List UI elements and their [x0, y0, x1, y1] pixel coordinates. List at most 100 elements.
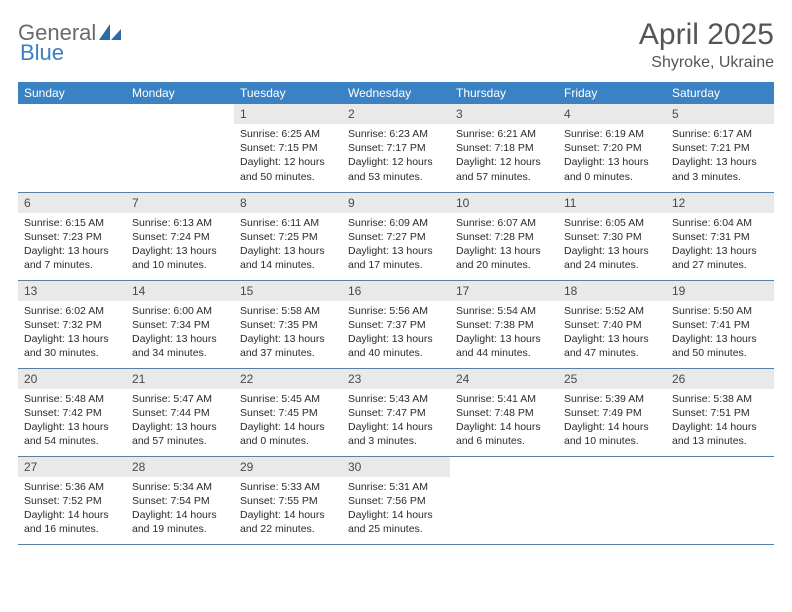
day-cell: 8Sunrise: 6:11 AMSunset: 7:25 PMDaylight…	[234, 192, 342, 280]
day-cell: 23Sunrise: 5:43 AMSunset: 7:47 PMDayligh…	[342, 368, 450, 456]
dow-wednesday: Wednesday	[342, 82, 450, 104]
day-details: Sunrise: 5:52 AMSunset: 7:40 PMDaylight:…	[558, 301, 666, 365]
day-number: 16	[342, 281, 450, 301]
day-number: 22	[234, 369, 342, 389]
day-number: 26	[666, 369, 774, 389]
day-cell	[126, 104, 234, 192]
logo-word-2: Blue	[20, 40, 64, 66]
page-header: General April 2025 Shyroke, Ukraine	[18, 18, 774, 72]
day-number: 3	[450, 104, 558, 124]
day-cell: 27Sunrise: 5:36 AMSunset: 7:52 PMDayligh…	[18, 456, 126, 544]
day-cell: 19Sunrise: 5:50 AMSunset: 7:41 PMDayligh…	[666, 280, 774, 368]
calendar-page: General April 2025 Shyroke, Ukraine Blue…	[0, 0, 792, 555]
day-number: 23	[342, 369, 450, 389]
weekday-header-row: Sunday Monday Tuesday Wednesday Thursday…	[18, 82, 774, 104]
week-row: 27Sunrise: 5:36 AMSunset: 7:52 PMDayligh…	[18, 456, 774, 544]
day-details: Sunrise: 6:11 AMSunset: 7:25 PMDaylight:…	[234, 213, 342, 277]
day-details: Sunrise: 6:07 AMSunset: 7:28 PMDaylight:…	[450, 213, 558, 277]
day-cell: 29Sunrise: 5:33 AMSunset: 7:55 PMDayligh…	[234, 456, 342, 544]
day-number: 29	[234, 457, 342, 477]
day-details: Sunrise: 5:48 AMSunset: 7:42 PMDaylight:…	[18, 389, 126, 453]
day-number: 6	[18, 193, 126, 213]
dow-sunday: Sunday	[18, 82, 126, 104]
dow-tuesday: Tuesday	[234, 82, 342, 104]
day-details: Sunrise: 5:50 AMSunset: 7:41 PMDaylight:…	[666, 301, 774, 365]
day-cell: 10Sunrise: 6:07 AMSunset: 7:28 PMDayligh…	[450, 192, 558, 280]
location-label: Shyroke, Ukraine	[639, 54, 774, 72]
day-number: 12	[666, 193, 774, 213]
day-cell: 15Sunrise: 5:58 AMSunset: 7:35 PMDayligh…	[234, 280, 342, 368]
dow-friday: Friday	[558, 82, 666, 104]
day-number: 30	[342, 457, 450, 477]
day-cell: 18Sunrise: 5:52 AMSunset: 7:40 PMDayligh…	[558, 280, 666, 368]
day-number: 19	[666, 281, 774, 301]
day-cell: 14Sunrise: 6:00 AMSunset: 7:34 PMDayligh…	[126, 280, 234, 368]
day-number: 8	[234, 193, 342, 213]
day-cell: 24Sunrise: 5:41 AMSunset: 7:48 PMDayligh…	[450, 368, 558, 456]
day-details: Sunrise: 6:05 AMSunset: 7:30 PMDaylight:…	[558, 213, 666, 277]
day-number: 27	[18, 457, 126, 477]
day-number: 11	[558, 193, 666, 213]
day-cell: 20Sunrise: 5:48 AMSunset: 7:42 PMDayligh…	[18, 368, 126, 456]
day-number: 24	[450, 369, 558, 389]
day-details: Sunrise: 6:02 AMSunset: 7:32 PMDaylight:…	[18, 301, 126, 365]
day-number: 17	[450, 281, 558, 301]
day-details: Sunrise: 5:58 AMSunset: 7:35 PMDaylight:…	[234, 301, 342, 365]
day-number: 14	[126, 281, 234, 301]
day-number: 25	[558, 369, 666, 389]
logo-sail-icon	[99, 24, 121, 46]
dow-thursday: Thursday	[450, 82, 558, 104]
day-details: Sunrise: 6:09 AMSunset: 7:27 PMDaylight:…	[342, 213, 450, 277]
day-number: 4	[558, 104, 666, 124]
day-number: 21	[126, 369, 234, 389]
day-details: Sunrise: 5:41 AMSunset: 7:48 PMDaylight:…	[450, 389, 558, 453]
day-cell: 1Sunrise: 6:25 AMSunset: 7:15 PMDaylight…	[234, 104, 342, 192]
day-details: Sunrise: 5:54 AMSunset: 7:38 PMDaylight:…	[450, 301, 558, 365]
day-details: Sunrise: 5:56 AMSunset: 7:37 PMDaylight:…	[342, 301, 450, 365]
dow-saturday: Saturday	[666, 82, 774, 104]
day-number: 1	[234, 104, 342, 124]
day-cell: 17Sunrise: 5:54 AMSunset: 7:38 PMDayligh…	[450, 280, 558, 368]
day-details: Sunrise: 6:04 AMSunset: 7:31 PMDaylight:…	[666, 213, 774, 277]
day-number: 20	[18, 369, 126, 389]
day-cell: 7Sunrise: 6:13 AMSunset: 7:24 PMDaylight…	[126, 192, 234, 280]
day-cell: 5Sunrise: 6:17 AMSunset: 7:21 PMDaylight…	[666, 104, 774, 192]
day-details: Sunrise: 5:39 AMSunset: 7:49 PMDaylight:…	[558, 389, 666, 453]
day-details: Sunrise: 6:25 AMSunset: 7:15 PMDaylight:…	[234, 124, 342, 188]
day-cell: 25Sunrise: 5:39 AMSunset: 7:49 PMDayligh…	[558, 368, 666, 456]
day-cell: 4Sunrise: 6:19 AMSunset: 7:20 PMDaylight…	[558, 104, 666, 192]
day-details: Sunrise: 6:19 AMSunset: 7:20 PMDaylight:…	[558, 124, 666, 188]
week-row: 6Sunrise: 6:15 AMSunset: 7:23 PMDaylight…	[18, 192, 774, 280]
day-cell	[18, 104, 126, 192]
day-details: Sunrise: 5:43 AMSunset: 7:47 PMDaylight:…	[342, 389, 450, 453]
day-number: 2	[342, 104, 450, 124]
day-cell: 28Sunrise: 5:34 AMSunset: 7:54 PMDayligh…	[126, 456, 234, 544]
day-details: Sunrise: 5:36 AMSunset: 7:52 PMDaylight:…	[18, 477, 126, 541]
month-title: April 2025	[639, 18, 774, 52]
day-details: Sunrise: 6:17 AMSunset: 7:21 PMDaylight:…	[666, 124, 774, 188]
day-cell: 11Sunrise: 6:05 AMSunset: 7:30 PMDayligh…	[558, 192, 666, 280]
day-details: Sunrise: 6:23 AMSunset: 7:17 PMDaylight:…	[342, 124, 450, 188]
day-cell: 22Sunrise: 5:45 AMSunset: 7:45 PMDayligh…	[234, 368, 342, 456]
day-number: 18	[558, 281, 666, 301]
day-cell: 3Sunrise: 6:21 AMSunset: 7:18 PMDaylight…	[450, 104, 558, 192]
day-cell: 6Sunrise: 6:15 AMSunset: 7:23 PMDaylight…	[18, 192, 126, 280]
day-cell: 13Sunrise: 6:02 AMSunset: 7:32 PMDayligh…	[18, 280, 126, 368]
week-row: 20Sunrise: 5:48 AMSunset: 7:42 PMDayligh…	[18, 368, 774, 456]
day-details: Sunrise: 5:47 AMSunset: 7:44 PMDaylight:…	[126, 389, 234, 453]
day-cell: 2Sunrise: 6:23 AMSunset: 7:17 PMDaylight…	[342, 104, 450, 192]
day-details: Sunrise: 5:34 AMSunset: 7:54 PMDaylight:…	[126, 477, 234, 541]
day-details: Sunrise: 5:38 AMSunset: 7:51 PMDaylight:…	[666, 389, 774, 453]
day-details: Sunrise: 6:15 AMSunset: 7:23 PMDaylight:…	[18, 213, 126, 277]
day-number: 9	[342, 193, 450, 213]
calendar-table: Sunday Monday Tuesday Wednesday Thursday…	[18, 82, 774, 545]
day-cell	[666, 456, 774, 544]
day-details: Sunrise: 6:21 AMSunset: 7:18 PMDaylight:…	[450, 124, 558, 188]
day-details: Sunrise: 5:45 AMSunset: 7:45 PMDaylight:…	[234, 389, 342, 453]
title-block: April 2025 Shyroke, Ukraine	[639, 18, 774, 72]
day-cell: 12Sunrise: 6:04 AMSunset: 7:31 PMDayligh…	[666, 192, 774, 280]
day-number: 13	[18, 281, 126, 301]
day-number: 15	[234, 281, 342, 301]
day-number: 10	[450, 193, 558, 213]
day-cell: 21Sunrise: 5:47 AMSunset: 7:44 PMDayligh…	[126, 368, 234, 456]
